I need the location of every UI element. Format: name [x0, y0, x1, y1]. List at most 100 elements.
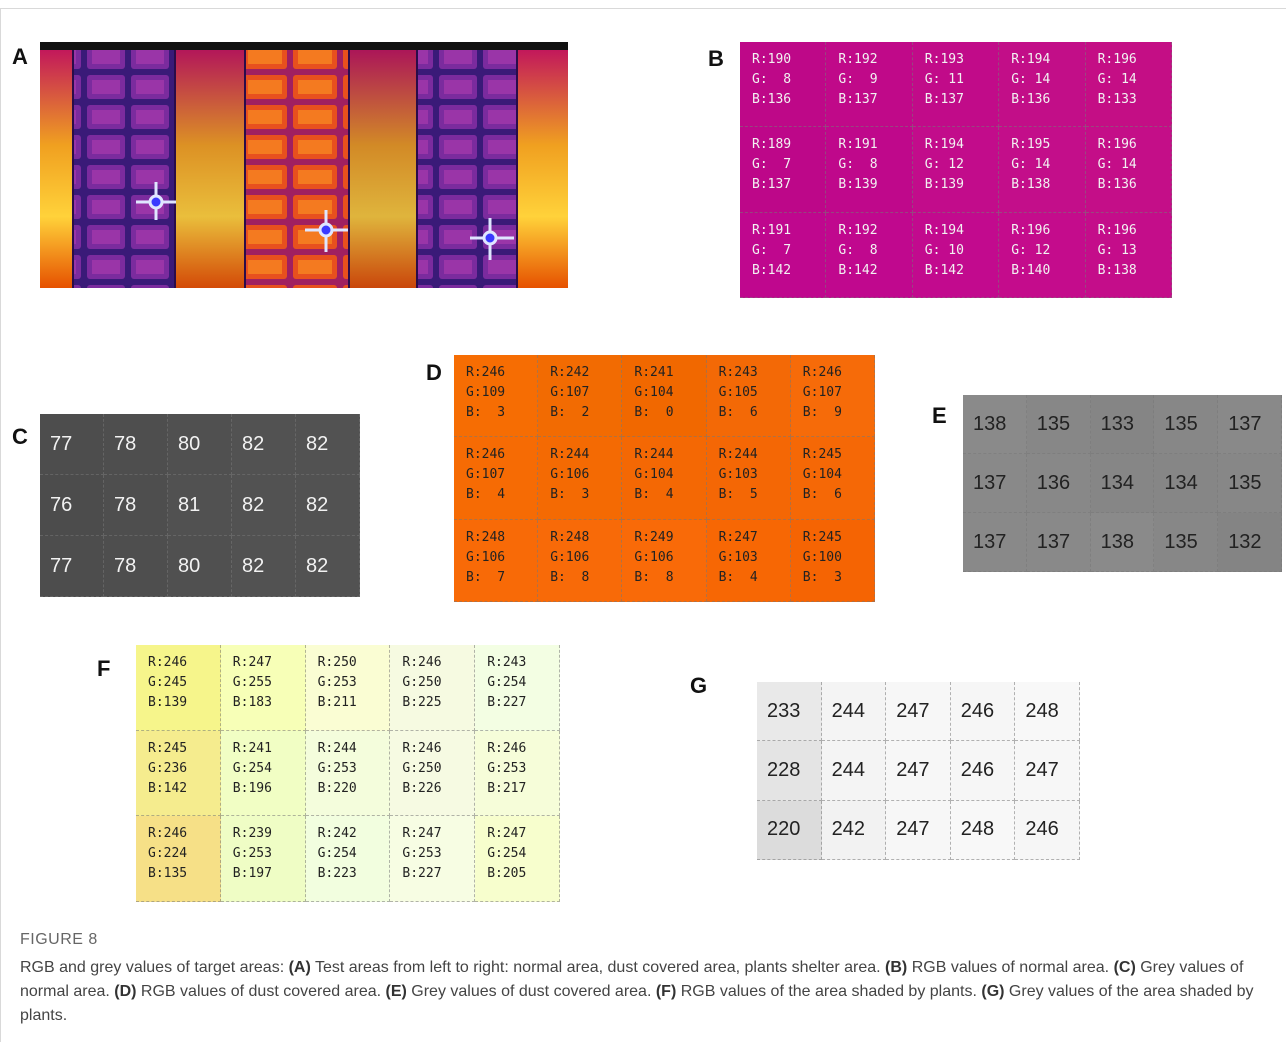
- channel-line: B:138: [1011, 175, 1084, 195]
- grey-value: 80: [178, 555, 200, 578]
- channel-value: 245: [164, 673, 187, 693]
- channel-value: 227: [503, 693, 526, 713]
- grey-value: 78: [114, 555, 136, 578]
- channel-line: B:139: [838, 175, 911, 195]
- channel-value: 246: [164, 653, 187, 673]
- grey-value: 242: [832, 818, 865, 841]
- grid-cell: 138: [1091, 513, 1155, 572]
- channel-name: G:: [1011, 72, 1027, 87]
- channel-line: R:194: [925, 135, 998, 155]
- channel-line: R:249: [634, 528, 705, 548]
- channel-line: R:243: [487, 653, 559, 673]
- channel-line: R:191: [838, 135, 911, 155]
- channel-line: B:8: [634, 568, 705, 588]
- grid-cell: 137: [963, 454, 1027, 513]
- channel-name: R:: [838, 137, 854, 152]
- channel-name: B:: [487, 781, 503, 796]
- grid-cell: R:247G:254B:205: [475, 816, 560, 902]
- channel-line: G:105: [719, 383, 790, 403]
- channel-line: G:9: [838, 70, 911, 90]
- caption: FIGURE 8 RGB and grey values of target a…: [20, 928, 1260, 1028]
- channel-value: 135: [164, 864, 187, 884]
- grid-cell: 80: [168, 414, 232, 475]
- grid-cell: R:247G:255B:183: [221, 645, 306, 731]
- channel-value: 245: [164, 739, 187, 759]
- grid-cell: R:244G:106B:3: [538, 437, 622, 519]
- channel-name: B:: [803, 570, 819, 585]
- grid-cell: 136: [1027, 454, 1091, 513]
- grid-cell: R:241G:104B:0: [622, 355, 706, 437]
- channel-value: 220: [333, 779, 356, 799]
- grey-value: 82: [306, 555, 328, 578]
- grid-cell: 134: [1091, 454, 1155, 513]
- channel-value: 223: [333, 864, 356, 884]
- channel-line: B:142: [752, 261, 825, 281]
- panel-label: A: [12, 44, 28, 70]
- channel-value: 7: [768, 241, 791, 261]
- channel-value: 133: [1113, 90, 1136, 110]
- channel-line: B:6: [719, 403, 790, 423]
- channel-line: G:7: [752, 155, 825, 175]
- channel-line: R:248: [466, 528, 537, 548]
- channel-name: B:: [402, 866, 418, 881]
- channel-line: R:196: [1098, 50, 1171, 70]
- channel-name: G:: [233, 675, 249, 690]
- grid-cell: 77: [40, 414, 104, 475]
- channel-name: B:: [233, 866, 249, 881]
- channel-value: 227: [418, 864, 441, 884]
- channel-name: R:: [634, 530, 650, 545]
- channel-value: 192: [854, 50, 877, 70]
- grid-cell: 246: [951, 682, 1016, 741]
- channel-value: 246: [482, 363, 505, 383]
- grid-cell: 246: [951, 741, 1016, 800]
- channel-line: B:8: [550, 568, 621, 588]
- grid-cell: 137: [963, 513, 1027, 572]
- channel-name: G:: [719, 550, 735, 565]
- channel-value: 245: [818, 528, 841, 548]
- channel-line: G:236: [148, 759, 220, 779]
- grid-cell: 133: [1091, 395, 1155, 454]
- channel-value: 9: [854, 70, 877, 90]
- channel-name: G:: [487, 675, 503, 690]
- channel-value: 244: [650, 445, 673, 465]
- channel-line: B:140: [1011, 261, 1084, 281]
- channel-value: 226: [418, 779, 441, 799]
- channel-line: G:13: [1098, 241, 1171, 261]
- channel-value: 247: [734, 528, 757, 548]
- grid-cell: 132: [1218, 513, 1282, 572]
- channel-value: 225: [418, 693, 441, 713]
- channel-name: B:: [752, 177, 768, 192]
- channel-name: B:: [719, 405, 735, 420]
- grid-cell: 82: [296, 475, 360, 536]
- channel-name: R:: [550, 365, 566, 380]
- grid-cell: 82: [296, 536, 360, 597]
- channel-value: 183: [248, 693, 271, 713]
- grid-cell: 76: [40, 475, 104, 536]
- grey-value: 244: [832, 700, 865, 723]
- caption-label: (G): [981, 983, 1004, 1000]
- channel-line: B:139: [148, 693, 220, 713]
- channel-name: R:: [466, 365, 482, 380]
- channel-value: 12: [1027, 241, 1050, 261]
- channel-name: B:: [402, 781, 418, 796]
- channel-value: 246: [818, 363, 841, 383]
- channel-value: 0: [650, 403, 673, 423]
- grey-value: 137: [973, 531, 1006, 554]
- channel-name: R:: [148, 655, 164, 670]
- channel-name: G:: [634, 467, 650, 482]
- grid-cell: 81: [168, 475, 232, 536]
- channel-line: B:137: [838, 90, 911, 110]
- grid-cell: 135: [1218, 454, 1282, 513]
- channel-name: B:: [466, 405, 482, 420]
- channel-value: 246: [418, 653, 441, 673]
- grey-value: 82: [306, 433, 328, 456]
- channel-line: R:245: [803, 528, 874, 548]
- grid-cell: R:244G:253B:220: [306, 731, 391, 817]
- channel-name: B:: [719, 487, 735, 502]
- channel-line: G:12: [925, 155, 998, 175]
- grid-cell: R:244G:103B:5: [707, 437, 791, 519]
- channel-value: 12: [940, 155, 963, 175]
- caption-label: (A): [289, 959, 311, 976]
- channel-value: 194: [940, 221, 963, 241]
